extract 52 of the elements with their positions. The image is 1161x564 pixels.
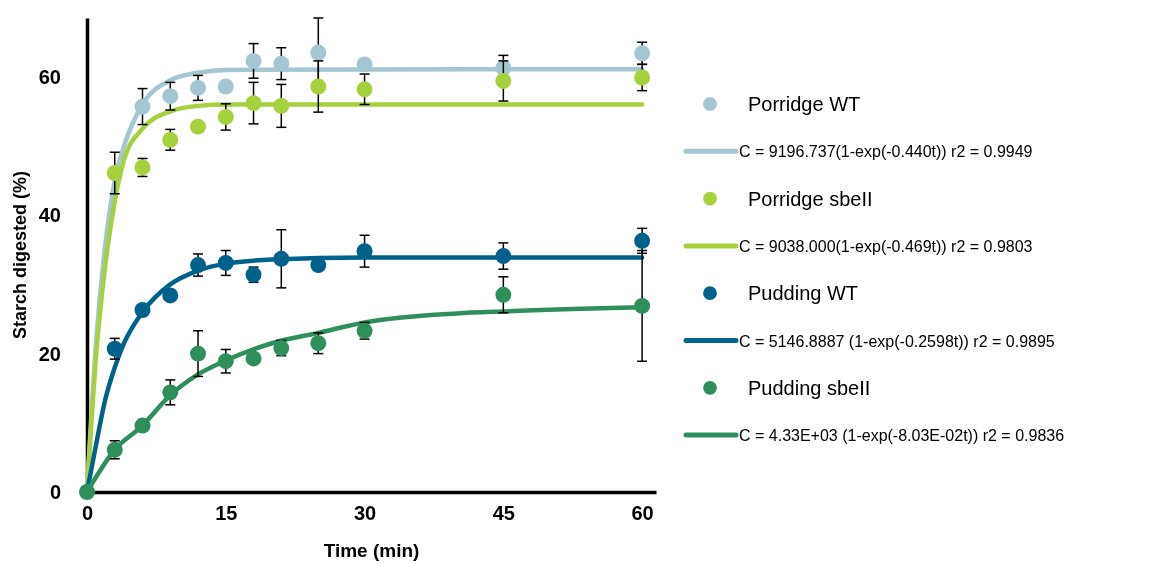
point bbox=[162, 384, 179, 401]
point bbox=[356, 56, 373, 73]
legend-label: C = 9038.000(1-exp(-0.469t)) r2 = 0.9803 bbox=[739, 237, 1033, 255]
point bbox=[245, 350, 262, 367]
point bbox=[273, 55, 290, 72]
point bbox=[162, 287, 179, 304]
point bbox=[273, 250, 290, 267]
y-axis-title: Starch digested (%) bbox=[10, 170, 30, 340]
point bbox=[190, 257, 206, 273]
legend-label: C = 9196.737(1-exp(-0.440t)) r2 = 0.9949 bbox=[739, 143, 1033, 161]
point bbox=[134, 98, 151, 115]
point bbox=[634, 45, 651, 62]
point bbox=[356, 81, 373, 98]
x-tick-label: 60 bbox=[631, 502, 654, 525]
legend-label: Porridge WT bbox=[748, 93, 861, 115]
point bbox=[634, 69, 651, 86]
point bbox=[134, 417, 151, 434]
point bbox=[217, 353, 234, 370]
legend-label: C = 4.33E+03 (1-exp(-8.03E-02t)) r2 = 0.9836 bbox=[739, 427, 1065, 445]
y-tick-label: 40 bbox=[38, 204, 61, 227]
legend-label: C = 5146.8887 (1-exp(-0.2598t)) r2 = 0.9895 bbox=[739, 332, 1055, 350]
legend-label: Porridge sbeII bbox=[748, 187, 873, 210]
point bbox=[495, 248, 512, 264]
point bbox=[273, 97, 290, 114]
point bbox=[495, 286, 512, 303]
point bbox=[190, 345, 206, 362]
y-tick-label: 0 bbox=[49, 480, 61, 503]
point bbox=[310, 78, 327, 95]
point bbox=[356, 243, 373, 260]
point bbox=[217, 78, 234, 95]
point bbox=[495, 73, 512, 89]
point bbox=[217, 254, 234, 271]
point bbox=[245, 52, 262, 69]
legend-label: Pudding sbeII bbox=[748, 376, 871, 399]
point bbox=[79, 484, 95, 500]
point bbox=[245, 95, 262, 112]
x-tick-label: 0 bbox=[81, 502, 94, 525]
x-tick-label: 45 bbox=[492, 502, 515, 525]
x-tick-label: 30 bbox=[353, 502, 377, 525]
point bbox=[310, 44, 327, 61]
point bbox=[106, 165, 123, 181]
point bbox=[217, 108, 234, 125]
point bbox=[634, 297, 651, 314]
x-axis-title: Time (min) bbox=[323, 540, 420, 561]
point bbox=[190, 118, 206, 135]
point bbox=[190, 79, 206, 96]
x-tick-label: 15 bbox=[215, 502, 238, 525]
y-tick-label: 60 bbox=[38, 65, 61, 88]
y-tick-label: 20 bbox=[38, 342, 61, 365]
legend-label: Pudding WT bbox=[748, 282, 859, 305]
point bbox=[134, 302, 151, 318]
point bbox=[162, 88, 179, 105]
